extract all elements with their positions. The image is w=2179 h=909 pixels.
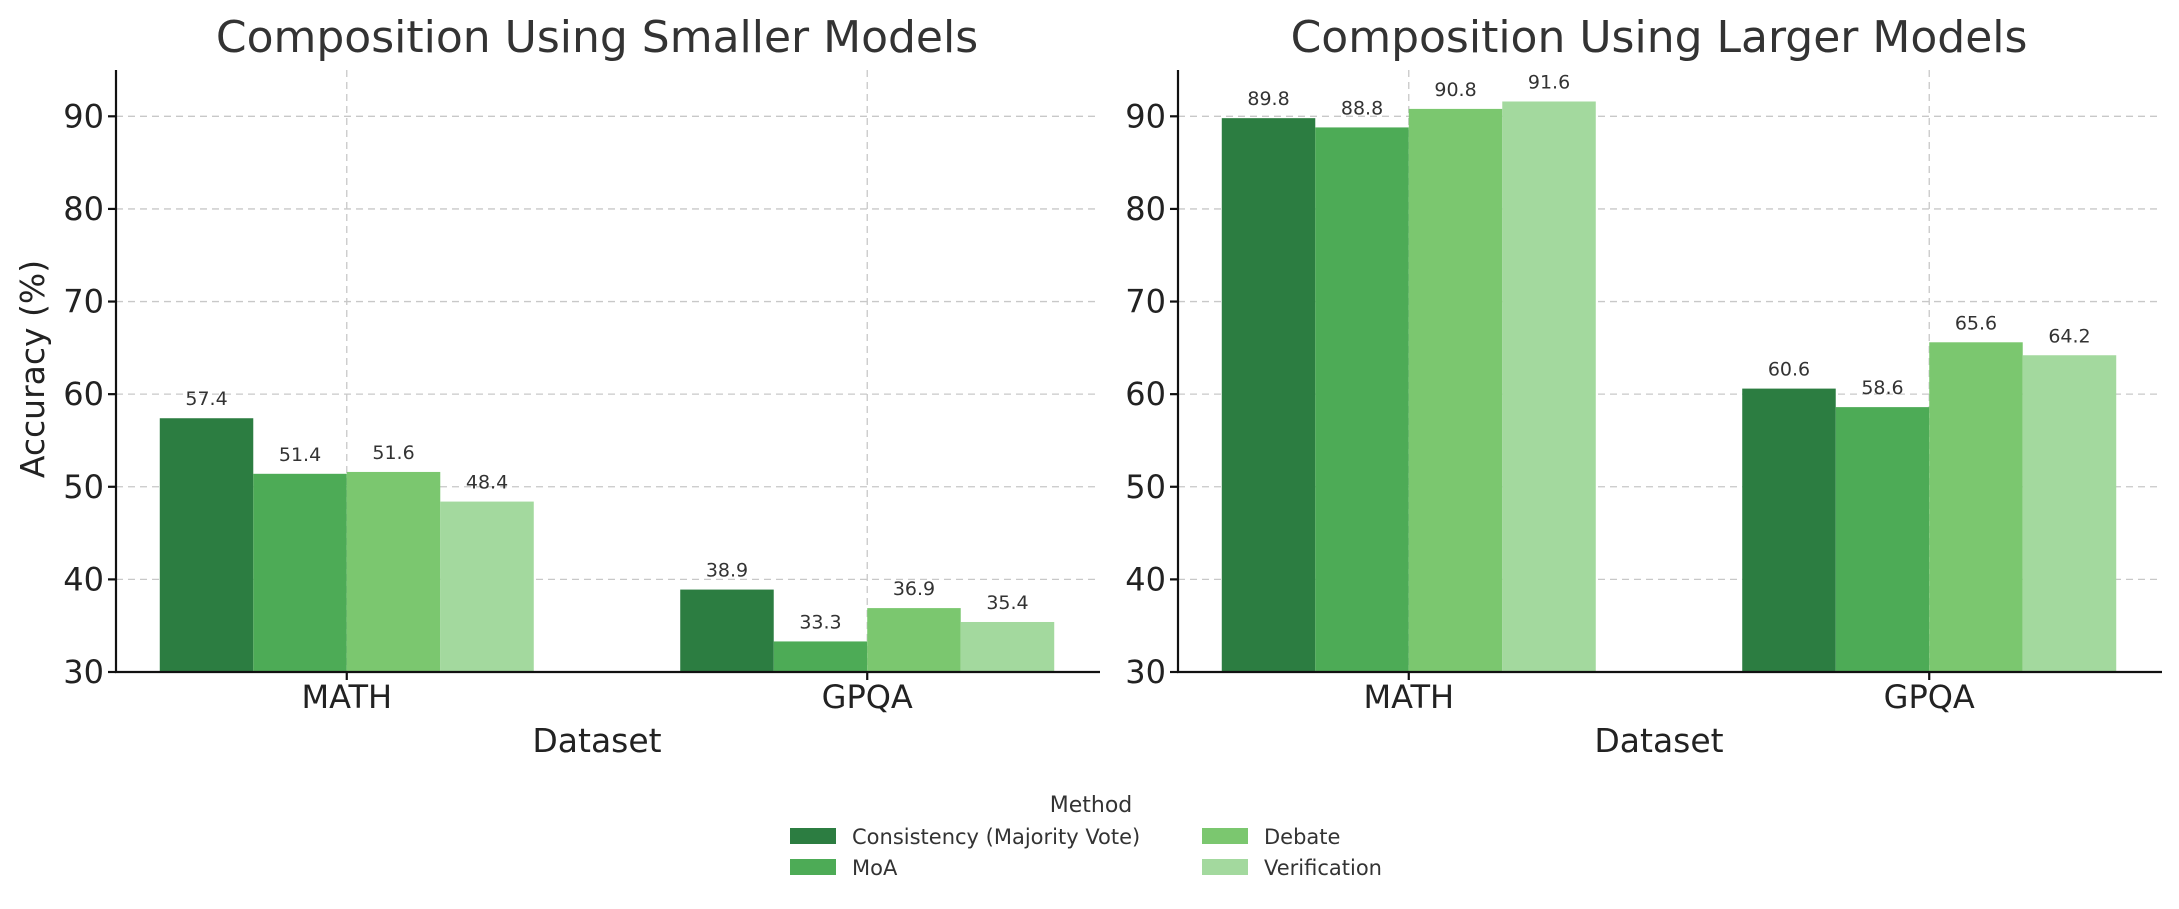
- y-tick-label: 40: [63, 560, 104, 598]
- bar-debate-gpqa: [1929, 342, 2023, 672]
- data-label: 51.4: [279, 444, 321, 466]
- legend-swatch: [790, 859, 836, 875]
- legend: Method Consistency (Majority Vote) MoA Deba…: [790, 793, 1382, 880]
- data-label: 64.2: [2048, 325, 2090, 347]
- legend-item: Debate: [1202, 825, 1340, 849]
- y-tick-label: 40: [1125, 560, 1166, 598]
- bar-consistency-majority-vote--math: [159, 418, 254, 672]
- y-tick-label: 60: [63, 375, 104, 413]
- y-tick-label: 90: [63, 97, 104, 135]
- data-label: 58.6: [1861, 377, 1903, 399]
- chart-panel-1: [108, 70, 1100, 680]
- bar-debate-math: [346, 471, 441, 672]
- x-tick-label: MATH: [1363, 678, 1454, 716]
- bar-moa-math: [1315, 127, 1409, 673]
- chart-title: Composition Using Larger Models: [1291, 12, 2028, 63]
- bar-verification-math: [440, 501, 534, 672]
- x-axis-label: Dataset: [1594, 721, 1723, 760]
- y-tick-label: 30: [1125, 653, 1166, 691]
- bar-verification-gpqa: [960, 621, 1055, 672]
- legend-swatch: [1202, 859, 1248, 875]
- data-label: 33.3: [799, 611, 841, 633]
- y-tick-label: 80: [1125, 190, 1166, 228]
- y-tick-label: 70: [1125, 283, 1166, 321]
- bar-moa-math: [253, 473, 347, 672]
- y-tick-label: 50: [1125, 468, 1166, 506]
- data-label: 65.6: [1955, 312, 1997, 334]
- data-label: 36.9: [893, 578, 935, 600]
- bar-consistency-majority-vote--gpqa: [680, 589, 774, 672]
- legend-swatch: [1202, 828, 1248, 844]
- legend-label: Debate: [1264, 825, 1340, 849]
- y-tick-label: 30: [63, 653, 104, 691]
- x-axis-label: Dataset: [532, 721, 661, 760]
- legend-item: MoA: [790, 856, 898, 880]
- bar-verification-gpqa: [2022, 355, 2117, 672]
- legend-item: Verification: [1202, 856, 1382, 880]
- data-label: 35.4: [986, 592, 1028, 614]
- x-tick-label: GPQA: [1884, 678, 1975, 716]
- data-label: 88.8: [1341, 97, 1383, 119]
- data-label: 57.4: [185, 388, 227, 410]
- chart-panel-2: [1170, 70, 2162, 680]
- chart-title: Composition Using Smaller Models: [216, 12, 978, 63]
- bar-debate-gpqa: [867, 608, 961, 672]
- y-tick-label: 70: [63, 283, 104, 321]
- data-label: 51.6: [372, 442, 414, 464]
- y-tick-label: 60: [1125, 375, 1166, 413]
- bar-consistency-majority-vote--gpqa: [1742, 388, 1836, 672]
- y-tick-label: 80: [63, 190, 104, 228]
- data-label: 38.9: [706, 560, 748, 582]
- bar-debate-math: [1408, 108, 1503, 673]
- data-label: 89.8: [1247, 88, 1289, 110]
- legend-title: Method: [1050, 793, 1133, 818]
- y-tick-label: 90: [1125, 97, 1166, 135]
- legend-label: Verification: [1264, 856, 1382, 880]
- legend-label: Consistency (Majority Vote): [852, 825, 1140, 849]
- bar-moa-gpqa: [773, 641, 868, 672]
- bar-consistency-majority-vote--math: [1221, 118, 1316, 672]
- legend-item: Consistency (Majority Vote): [790, 825, 1140, 849]
- x-tick-label: MATH: [301, 678, 392, 716]
- data-label: 60.6: [1768, 359, 1810, 381]
- y-tick-label: 50: [63, 468, 104, 506]
- legend-swatch: [790, 828, 836, 844]
- bar-verification-math: [1502, 101, 1596, 672]
- legend-label: MoA: [852, 856, 898, 880]
- data-label: 90.8: [1434, 79, 1476, 101]
- bar-moa-gpqa: [1835, 407, 1930, 672]
- data-label: 91.6: [1528, 71, 1570, 93]
- data-label: 48.4: [466, 472, 508, 494]
- y-axis-label: Accuracy (%): [13, 260, 52, 478]
- x-tick-label: GPQA: [822, 678, 913, 716]
